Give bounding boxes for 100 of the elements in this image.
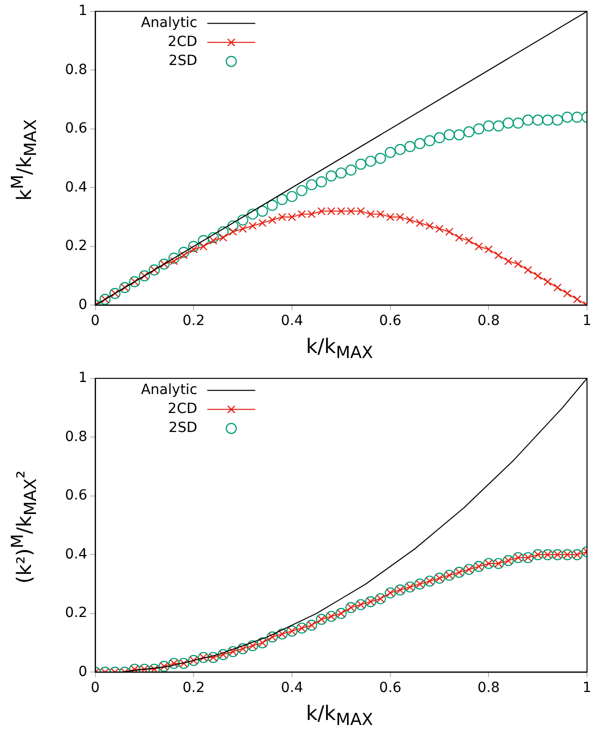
point (463, 126, 475, 138)
point (563, 289, 572, 298)
point (426, 222, 434, 230)
point (544, 278, 552, 286)
point (327, 207, 336, 216)
y-tick-label: 1 (78, 370, 88, 386)
legend-label: 2SD (168, 53, 198, 70)
point (278, 212, 286, 222)
x-axis-title: k/k$_{MAX}$ (304, 701, 374, 729)
point (404, 141, 416, 152)
x-tick-label: 0.8 (478, 680, 500, 696)
y-tick-label: 1 (78, 3, 88, 20)
point (178, 246, 190, 258)
legend-label: Analytic (140, 15, 198, 32)
point (326, 170, 337, 182)
y-tick-label: 0.8 (65, 62, 88, 78)
x-tick-label: 0.4 (280, 680, 304, 696)
point (316, 176, 328, 188)
point (424, 135, 436, 146)
y-tick-label: 0 (78, 296, 88, 313)
legend-label: 2CD (168, 34, 198, 50)
point (416, 218, 424, 228)
point (502, 117, 514, 129)
point (483, 120, 494, 132)
point (365, 156, 376, 167)
point (396, 212, 404, 222)
point (532, 114, 544, 126)
point (366, 210, 375, 218)
point (227, 220, 238, 232)
point (219, 234, 228, 242)
point (188, 240, 200, 252)
point (346, 207, 356, 216)
x-tick-label: 0.2 (182, 313, 205, 330)
point (256, 206, 268, 217)
y-tick-label: 0.2 (65, 605, 88, 622)
point (208, 232, 219, 244)
point (355, 158, 366, 170)
point (276, 194, 288, 205)
point (504, 257, 512, 266)
point (454, 129, 465, 140)
point (434, 132, 446, 144)
x-axis-title: k/k$_{MAX}$ (304, 334, 374, 362)
point (247, 208, 258, 220)
point (455, 234, 464, 242)
y-tick-label: 0.6 (65, 488, 88, 504)
point (170, 257, 178, 266)
y-tick-label: 0.2 (65, 238, 88, 254)
point (572, 112, 583, 123)
point (552, 114, 564, 126)
point (492, 120, 504, 132)
point (573, 295, 582, 304)
point (394, 144, 406, 156)
point (168, 252, 180, 264)
point (473, 123, 484, 134)
point (306, 179, 318, 190)
point (199, 242, 208, 251)
point (258, 218, 267, 228)
point (474, 242, 483, 251)
point (218, 226, 229, 238)
point (296, 185, 308, 196)
x-tick-label: 0.6 (379, 680, 402, 696)
point (484, 245, 493, 254)
point (248, 222, 257, 230)
x-tick-label: 0.4 (280, 313, 304, 330)
point (435, 224, 444, 233)
x-tick-label: 0.6 (379, 313, 402, 330)
point (190, 245, 198, 254)
point (298, 210, 306, 218)
point (376, 210, 385, 218)
point (317, 207, 326, 216)
point (522, 114, 534, 126)
x-tick-label: 0.8 (478, 313, 500, 330)
x-tick-label: 1 (582, 313, 592, 330)
point (386, 212, 394, 222)
point (209, 236, 218, 245)
point (337, 207, 346, 216)
point (266, 200, 278, 211)
x-tick-label: 0.2 (182, 680, 205, 696)
point (512, 117, 524, 129)
point (542, 114, 554, 126)
point (494, 251, 503, 260)
point (514, 260, 522, 268)
point (180, 251, 188, 260)
point (534, 272, 542, 280)
point (524, 266, 532, 274)
point (345, 164, 357, 176)
x-tick-label: 1 (582, 680, 592, 696)
point (414, 138, 426, 150)
legend-label: 2SD (168, 420, 198, 436)
point (286, 190, 298, 202)
legend-label: Analytic (140, 382, 198, 398)
point (237, 214, 248, 226)
point (198, 235, 209, 246)
point (445, 228, 454, 236)
point (228, 228, 238, 236)
y-tick-label: 0.8 (65, 428, 88, 445)
y-tick-label: 0 (78, 664, 88, 680)
x-tick-label: 0 (90, 313, 100, 330)
point (356, 207, 365, 216)
point (308, 210, 316, 218)
